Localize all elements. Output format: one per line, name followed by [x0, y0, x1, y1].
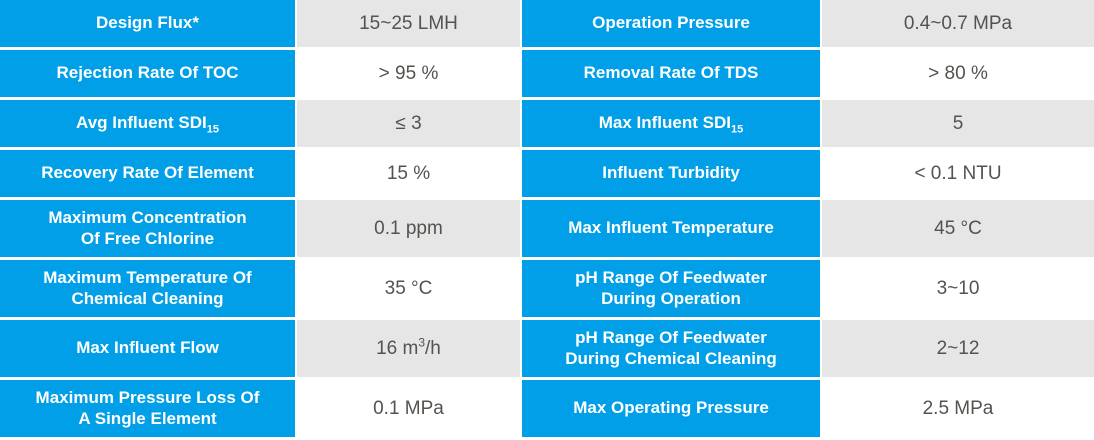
- label-subscript: 15: [730, 123, 744, 136]
- value-text: 2.5 MPa: [922, 397, 994, 419]
- label-avg-influent-sdi15: Avg Influent SDI15: [0, 100, 295, 147]
- value-max-temperature-chemical-cleaning: 35 °C: [297, 260, 520, 317]
- value-text: 2~12: [936, 337, 980, 359]
- value-text: 0.1 MPa: [373, 397, 444, 419]
- value-text: 3~10: [936, 277, 980, 299]
- value-ph-range-operation: 3~10: [822, 260, 1094, 317]
- value-influent-turbidity: < 0.1 NTU: [822, 150, 1094, 197]
- value-text: 35 °C: [384, 277, 433, 299]
- label-ph-range-chemical-cleaning: pH Range Of Feedwater During Chemical Cl…: [522, 320, 820, 377]
- label-max-temperature-chemical-cleaning: Maximum Temperature Of Chemical Cleaning: [0, 260, 295, 317]
- label-text: Maximum Pressure Loss Of A Single Elemen…: [35, 387, 260, 428]
- label-max-influent-temperature: Max Influent Temperature: [522, 200, 820, 257]
- value-max-pressure-loss-single-element: 0.1 MPa: [297, 380, 520, 437]
- label-text: Removal Rate Of TDS: [583, 63, 759, 83]
- label-ph-range-operation: pH Range Of Feedwater During Operation: [522, 260, 820, 317]
- label-text: Rejection Rate Of TOC: [56, 63, 239, 83]
- value-max-operating-pressure: 2.5 MPa: [822, 380, 1094, 437]
- label-recovery-rate-element: Recovery Rate Of Element: [0, 150, 295, 197]
- value-max-influent-temperature: 45 °C: [822, 200, 1094, 257]
- label-text: pH Range Of Feedwater During Chemical Cl…: [565, 327, 777, 368]
- value-text: ≤ 3: [395, 112, 422, 134]
- label-text: Design Flux*: [96, 13, 199, 33]
- value-text: 16 m3/h: [376, 335, 441, 359]
- label-text: Recovery Rate Of Element: [41, 163, 254, 183]
- value-rejection-rate-toc: > 95 %: [297, 50, 520, 97]
- value-text: > 95 %: [378, 62, 439, 84]
- label-max-pressure-loss-single-element: Maximum Pressure Loss Of A Single Elemen…: [0, 380, 295, 437]
- value-text: 0.1 ppm: [374, 217, 443, 239]
- label-text: Max Operating Pressure: [573, 398, 769, 418]
- label-influent-turbidity: Influent Turbidity: [522, 150, 820, 197]
- label-rejection-rate-toc: Rejection Rate Of TOC: [0, 50, 295, 97]
- value-superscript: 3: [418, 335, 426, 350]
- label-text: Max Influent Flow: [76, 338, 219, 358]
- label-text: Operation Pressure: [592, 13, 750, 33]
- label-max-influent-sdi15: Max Influent SDI15: [522, 100, 820, 147]
- value-max-influent-flow: 16 m3/h: [297, 320, 520, 377]
- value-text: 5: [952, 112, 964, 134]
- label-max-concentration-free-chlorine: Maximum Concentration Of Free Chlorine: [0, 200, 295, 257]
- value-text: > 80 %: [928, 62, 988, 84]
- label-design-flux: Design Flux*: [0, 0, 295, 47]
- label-text: Influent Turbidity: [602, 163, 740, 183]
- value-text: 0.4~0.7 MPa: [903, 12, 1013, 34]
- label-text: Maximum Temperature Of Chemical Cleaning: [43, 267, 252, 308]
- value-suffix: /h: [425, 337, 441, 359]
- label-max-operating-pressure: Max Operating Pressure: [522, 380, 820, 437]
- label-max-influent-flow: Max Influent Flow: [0, 320, 295, 377]
- value-max-concentration-free-chlorine: 0.1 ppm: [297, 200, 520, 257]
- value-recovery-rate-element: 15 %: [297, 150, 520, 197]
- value-text: 15 %: [386, 162, 431, 184]
- label-text: Max Influent SDI15: [598, 113, 744, 136]
- value-avg-influent-sdi15: ≤ 3: [297, 100, 520, 147]
- label-text: Maximum Concentration Of Free Chlorine: [48, 207, 247, 248]
- label-text: Avg Influent SDI15: [76, 113, 219, 136]
- value-removal-rate-tds: > 80 %: [822, 50, 1094, 97]
- value-max-influent-sdi15: 5: [822, 100, 1094, 147]
- label-removal-rate-tds: Removal Rate Of TDS: [522, 50, 820, 97]
- value-ph-range-chemical-cleaning: 2~12: [822, 320, 1094, 377]
- value-text: 15~25 LMH: [359, 12, 458, 34]
- label-subscript: 15: [206, 123, 219, 136]
- label-operation-pressure: Operation Pressure: [522, 0, 820, 47]
- value-operation-pressure: 0.4~0.7 MPa: [822, 0, 1094, 47]
- label-text: pH Range Of Feedwater During Operation: [575, 267, 767, 308]
- value-text: 45 °C: [934, 217, 982, 239]
- value-design-flux: 15~25 LMH: [297, 0, 520, 47]
- value-text: < 0.1 NTU: [914, 162, 1002, 184]
- label-text: Max Influent Temperature: [568, 218, 774, 238]
